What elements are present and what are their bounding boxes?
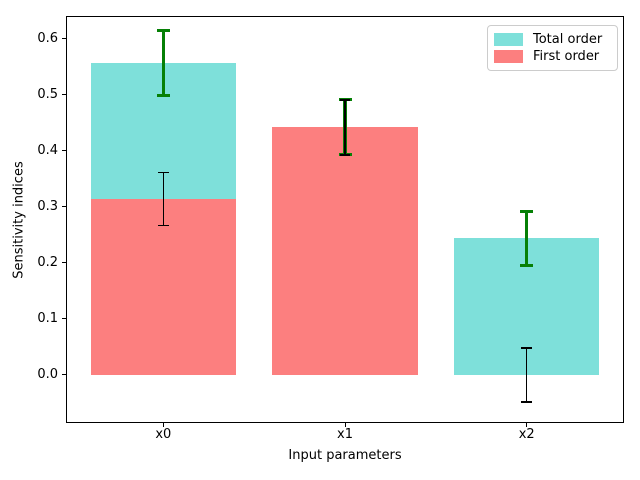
y-tick-label-0.5: 0.5 [37, 86, 58, 102]
y-tick-label-0.0: 0.0 [37, 366, 58, 382]
bar-first-order-x1 [272, 127, 418, 375]
legend-label-total-order: Total order [533, 31, 603, 47]
legend-item-total-order: Total order [494, 32, 611, 47]
legend-item-first-order: First order [494, 49, 611, 64]
y-tick-0.5 [62, 94, 66, 96]
legend-swatch-total-order [494, 32, 523, 46]
y-tick-0.4 [62, 150, 66, 152]
y-tick-0.1 [62, 318, 66, 320]
errorbar-first-order-x1 [339, 99, 351, 156]
y-tick-label-0.4: 0.4 [37, 142, 58, 158]
legend-label-first-order: First order [533, 49, 600, 65]
bar-first-order-x0 [90, 199, 236, 375]
x-tick-label-x2: x2 [518, 427, 535, 442]
y-tick-label-0.6: 0.6 [37, 30, 58, 46]
y-tick-0.3 [62, 206, 66, 208]
x-tick-x1 [344, 423, 346, 427]
y-tick-label-0.1: 0.1 [37, 310, 58, 326]
y-tick-0.0 [62, 374, 66, 376]
x-tick-label-x1: x1 [337, 427, 353, 442]
x-tick-label-x0: x0 [155, 427, 172, 442]
errorbar-first-order-x2 [521, 347, 532, 403]
legend: Total order First order [487, 25, 618, 71]
y-axis-label: Sensitivity indices [11, 161, 27, 279]
y-tick-label-0.2: 0.2 [37, 254, 58, 270]
y-tick-0.2 [62, 262, 66, 264]
x-tick-x0 [162, 423, 164, 427]
plot-area [66, 16, 624, 423]
x-axis-label: Input parameters [288, 448, 402, 463]
y-tick-label-0.3: 0.3 [37, 198, 58, 214]
errorbar-total-order-x2 [520, 209, 534, 267]
y-tick-0.6 [62, 38, 66, 40]
errorbar-first-order-x0 [158, 171, 169, 227]
legend-swatch-first-order [494, 50, 523, 64]
x-tick-x2 [526, 423, 528, 427]
errorbar-total-order-x0 [156, 28, 170, 97]
